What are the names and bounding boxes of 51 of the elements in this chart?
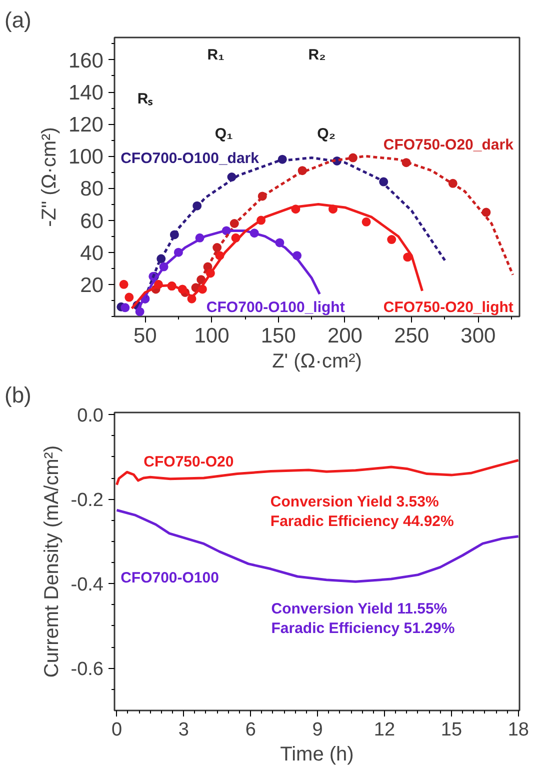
x-tick-label: 100 (194, 324, 230, 348)
x-axis-title: Time (h) (280, 744, 354, 766)
y-axis-title: Curremt Density (mA/cm²) (40, 445, 63, 678)
y-tick-label: -0.6 (70, 659, 104, 680)
point (362, 217, 371, 226)
series-label: CFO700-O100_dark (120, 150, 260, 167)
series-label: CFO700-O100 (120, 569, 219, 586)
x-axis-title: Z' (Ω·cm²) (272, 350, 362, 372)
x-tick-label: 12 (374, 720, 396, 740)
annotation: R₂ (308, 46, 326, 64)
chart-title: (a) (4, 8, 32, 32)
x-tick-label: 6 (245, 720, 256, 740)
x-tick-label: 200 (327, 324, 363, 348)
annotation: Q₁ (214, 125, 233, 142)
x-tick-label: 18 (508, 720, 529, 740)
x-tick-label: 9 (312, 720, 323, 740)
y-tick-label: -0.2 (70, 490, 104, 512)
y-tick-label: 120 (68, 114, 104, 137)
y-tick-label: -0.4 (70, 574, 104, 596)
y-tick-label: 20 (80, 274, 104, 297)
y-tick-label: 60 (80, 210, 104, 233)
y-tick-label: 0.0 (77, 406, 104, 427)
annotation: Conversion Yield 3.53% Faradic Efficiency 44.92% (270, 493, 454, 530)
point (387, 235, 396, 244)
series-label: CFO750-O20 (144, 453, 234, 470)
point (119, 280, 128, 289)
annotation: R₁ (207, 46, 224, 64)
point (124, 292, 134, 302)
x-tick-label: 300 (460, 324, 496, 348)
text: CFO750-O20_light (383, 299, 514, 316)
annotation: Rₛ (137, 90, 154, 108)
point (120, 303, 130, 312)
point (135, 307, 144, 316)
y-tick-label: 40 (80, 242, 104, 265)
annotation: Q₂ (317, 125, 336, 142)
x-tick-label: 0 (111, 720, 122, 740)
y-tick-label: 140 (68, 82, 104, 105)
chart-title: (b) (4, 382, 32, 408)
x-tick-label: 150 (260, 324, 296, 348)
y-tick-label: 160 (68, 49, 104, 72)
annotation: Conversion Yield 11.55% Faradic Efficiency 51.29% (271, 600, 455, 638)
x-tick-label: 15 (440, 720, 462, 740)
text: CFO700-O100_light (206, 299, 345, 316)
x-tick-label: 3 (178, 720, 189, 740)
y-axis-title: -Z" (Ω·cm²) (38, 127, 60, 227)
series-label: CFO750-O20_dark (383, 136, 514, 154)
y-tick-label: 100 (68, 146, 104, 169)
line-series (115, 508, 520, 583)
x-tick-label: 250 (394, 324, 430, 348)
y-tick-label: 80 (80, 178, 104, 201)
x-tick-label: 50 (133, 324, 157, 348)
